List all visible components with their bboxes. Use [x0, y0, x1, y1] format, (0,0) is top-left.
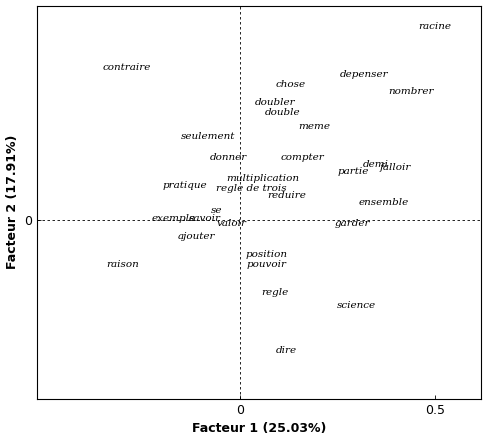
Text: garder: garder	[335, 219, 371, 228]
Text: savoir: savoir	[188, 214, 221, 223]
Text: se: se	[210, 206, 222, 215]
Text: multiplication: multiplication	[226, 174, 300, 183]
Text: seulement: seulement	[181, 132, 236, 141]
Text: science: science	[337, 301, 376, 310]
Text: dire: dire	[276, 346, 297, 355]
Text: reduire: reduire	[267, 191, 306, 200]
Text: position: position	[246, 250, 288, 258]
Text: doubler: doubler	[255, 98, 295, 107]
Text: regle: regle	[261, 288, 288, 296]
Text: valoir: valoir	[217, 219, 247, 228]
Text: ajouter: ajouter	[178, 232, 216, 241]
Text: raison: raison	[106, 260, 139, 269]
Y-axis label: Facteur 2 (17.91%): Facteur 2 (17.91%)	[5, 135, 19, 269]
Text: ensemble: ensemble	[359, 198, 409, 207]
Text: compter: compter	[280, 153, 324, 162]
Text: regle de trois: regle de trois	[216, 184, 287, 193]
Text: meme: meme	[298, 122, 330, 131]
Text: falloir: falloir	[380, 163, 412, 172]
Text: double: double	[265, 108, 300, 117]
Text: contraire: contraire	[102, 63, 151, 72]
Text: chose: chose	[275, 80, 305, 90]
Text: depenser: depenser	[340, 70, 389, 79]
Text: demi: demi	[363, 160, 389, 169]
Text: pouvoir: pouvoir	[247, 260, 287, 269]
Text: nombrer: nombrer	[389, 87, 434, 96]
X-axis label: Facteur 1 (25.03%): Facteur 1 (25.03%)	[192, 422, 326, 435]
Text: donner: donner	[209, 153, 246, 162]
Text: partie: partie	[337, 167, 369, 176]
Text: pratique: pratique	[163, 180, 207, 190]
Text: exemple: exemple	[151, 214, 195, 223]
Text: racine: racine	[418, 22, 451, 31]
